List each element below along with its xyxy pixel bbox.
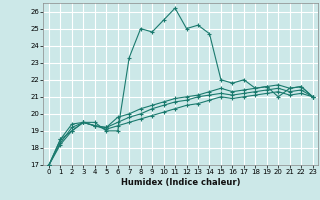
X-axis label: Humidex (Indice chaleur): Humidex (Indice chaleur): [121, 178, 241, 187]
